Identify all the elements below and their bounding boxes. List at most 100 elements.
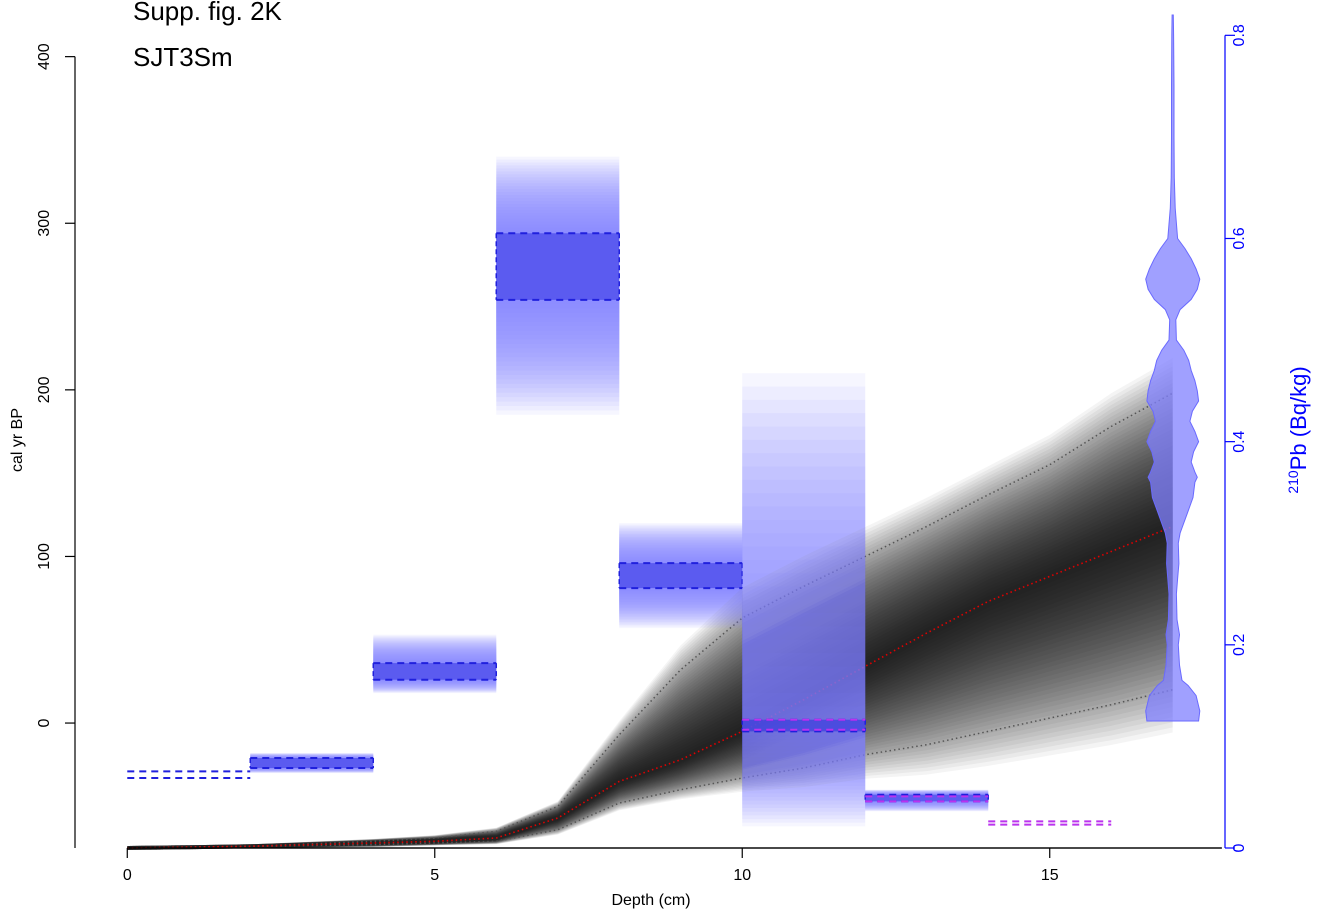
pb210-age-distribution (250, 755, 374, 771)
y-tick-label: 100 (36, 543, 53, 570)
pb210-age-distribution (250, 755, 374, 771)
pb210-age-distribution (865, 793, 989, 804)
y-tick-label: 0 (36, 719, 53, 728)
pb210-age-distribution (619, 561, 743, 590)
age-model-band (127, 370, 1173, 850)
pb210-age-distribution (742, 546, 866, 779)
pb210-age-distribution (619, 550, 743, 601)
pb210-age-distribution (496, 197, 620, 353)
pb210-age-distribution (496, 224, 620, 314)
age-model-band (127, 378, 1173, 850)
pb210-age-core (250, 758, 374, 769)
age-model-band (127, 491, 1173, 850)
pb210-age-distribution (373, 636, 497, 693)
pb210-age-distribution (619, 558, 743, 593)
pb210-age-distribution (742, 519, 866, 787)
age-model-band (127, 437, 1173, 850)
pb210-age-distribution (373, 639, 497, 692)
pb210-age-distribution (742, 399, 866, 820)
y2-tick-label: 0.8 (1231, 24, 1248, 46)
pb210-age-distribution (619, 529, 743, 622)
age-model-band (127, 449, 1173, 850)
pb210-age-distribution (619, 541, 743, 610)
pb210-age-distribution (742, 599, 866, 765)
pb210-age-distribution (496, 194, 620, 358)
pb210-age-distribution (373, 655, 497, 684)
age-model-band (127, 478, 1173, 850)
axes-layer: 0 5 10 15 0 100 200 300 400 0 0.2 0.4 0.6 0.8 (36, 24, 1248, 884)
pb210-age-distribution (496, 174, 620, 389)
pb210-age-distribution (496, 230, 620, 305)
age-model-band (127, 395, 1173, 850)
pb-activity-layer (1145, 14, 1201, 722)
pb210-age-distribution (742, 413, 866, 816)
pb210-age-distribution (619, 540, 743, 612)
pb210-age-distribution (742, 626, 866, 757)
age-model-median-line (127, 525, 1174, 849)
age-model-band (127, 420, 1173, 850)
pb210-age-distribution (619, 553, 743, 598)
pb210-age-core (373, 663, 497, 680)
age-model-band (127, 399, 1173, 850)
pb210-age-distribution (496, 189, 620, 367)
pb210-age-distribution (619, 549, 743, 602)
pb210-age-distribution (250, 757, 374, 769)
pb210-age-distribution (373, 656, 497, 683)
pb210-age-distribution (742, 493, 866, 794)
pb210-age-distribution (619, 524, 743, 627)
pb210-age-distribution (496, 200, 620, 349)
age-model-band (127, 391, 1173, 850)
age-model-band (127, 462, 1173, 850)
pb210-age-distribution (250, 755, 374, 771)
pb210-age-distribution (250, 757, 374, 769)
pb210-age-distribution (742, 439, 866, 809)
age-model-band (127, 428, 1173, 850)
pb210-age-core (742, 719, 866, 732)
pb210-age-distribution (742, 666, 866, 746)
pb-activity-violin (1145, 14, 1201, 722)
x-tick-label: 15 (1041, 867, 1059, 884)
pb210-age-distribution (865, 793, 989, 803)
pb210-age-distribution (250, 755, 374, 771)
pb210-age-distribution (496, 171, 620, 393)
pb210-age-distribution (250, 756, 374, 770)
x-tick-label: 10 (733, 867, 751, 884)
pb210-age-distribution (619, 546, 743, 606)
pb210-age-distribution (742, 653, 866, 750)
y-tick-label: 200 (36, 376, 53, 403)
age-model-band (127, 374, 1173, 850)
age-model-band (127, 487, 1173, 850)
age-model-band (127, 482, 1173, 850)
age-model-band (127, 457, 1173, 850)
chart-subtitle: SJT3Sm (133, 42, 233, 72)
pb210-age-distribution (373, 659, 497, 682)
pb210-age-distribution (619, 523, 743, 629)
age-model-band (127, 474, 1173, 850)
pb210-age-distribution (250, 757, 374, 769)
pb210-age-distribution (373, 658, 497, 682)
y2-tick-label: 0.4 (1231, 430, 1248, 452)
age-model-band (127, 432, 1173, 850)
pb210-age-distribution (865, 794, 989, 803)
pb210-age-distribution (496, 159, 620, 411)
chart-title: Supp. fig. 2K (133, 0, 283, 26)
age-model-upper-line (127, 392, 1174, 849)
pb210-age-distribution (496, 180, 620, 380)
pb210-age-distribution (250, 757, 374, 769)
age-model-band (127, 407, 1173, 850)
pb210-age-distribution (496, 183, 620, 376)
pb210-age-distribution (619, 530, 743, 621)
pb210-age-distribution (742, 533, 866, 783)
y2-axis-label-isotope: 210 (1285, 470, 1301, 494)
age-model-band (127, 357, 1173, 850)
pb210-age-distribution (619, 535, 743, 616)
pb210-age-distribution (742, 373, 866, 827)
pb210-age-distribution (250, 756, 374, 770)
pb210-age-distribution (373, 660, 497, 681)
pb210-age-distribution (496, 156, 620, 415)
pb210-age-distribution (742, 613, 866, 761)
pb210-age-distribution (373, 661, 497, 681)
pb210-age-distribution (250, 756, 374, 770)
pb210-age-distribution (865, 794, 989, 802)
